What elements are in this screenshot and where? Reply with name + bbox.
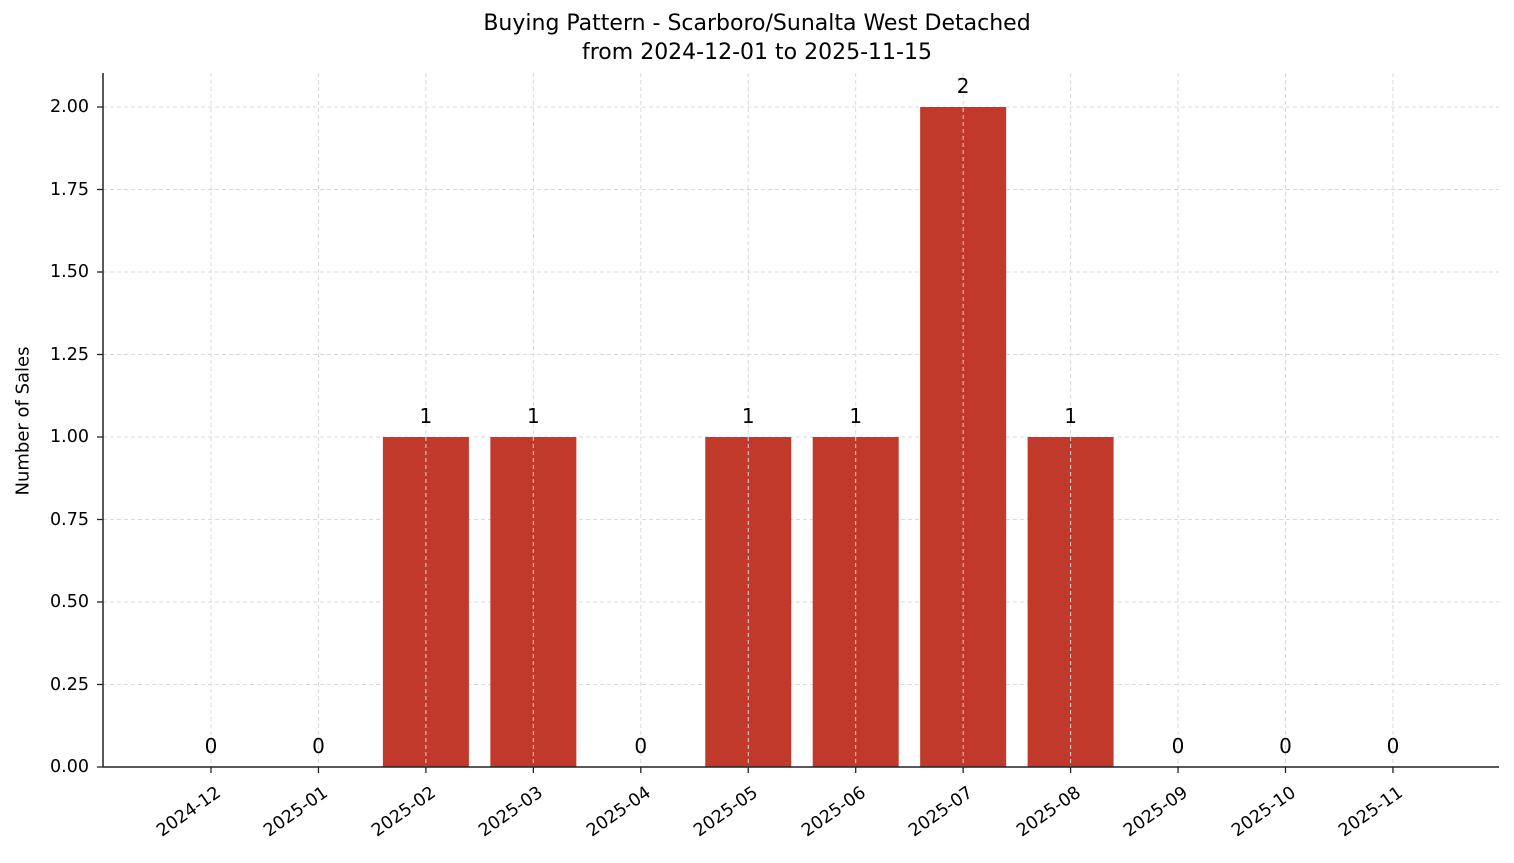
bar-value-label: 0 bbox=[1279, 734, 1292, 758]
gridlines bbox=[103, 106, 1499, 685]
y-axis-label: Number of Sales bbox=[12, 346, 34, 496]
y-tick-label: 1.00 bbox=[50, 427, 89, 447]
y-tick-label: 0.00 bbox=[50, 757, 89, 777]
bar-value-label: 1 bbox=[1064, 404, 1077, 428]
axes bbox=[97, 73, 1499, 773]
y-tick-label: 0.25 bbox=[50, 674, 89, 695]
y-tick-label: 1.25 bbox=[50, 344, 89, 365]
bars bbox=[210, 73, 1394, 767]
bar-value-label: 0 bbox=[634, 734, 648, 758]
y-tick-label: 0.50 bbox=[50, 592, 89, 612]
chart-subtitle: from 2024-12-01 to 2025-11-15 bbox=[582, 40, 932, 65]
y-tick-label: 0.75 bbox=[50, 509, 89, 530]
bar-value-label: 1 bbox=[741, 404, 755, 428]
y-tick-label: 2.00 bbox=[50, 97, 89, 117]
y-tick-label: 1.75 bbox=[50, 179, 89, 200]
bar-value-label: 0 bbox=[1386, 734, 1400, 758]
bar-value-label: 1 bbox=[419, 404, 433, 428]
bar-value-label: 2 bbox=[956, 74, 970, 98]
bar-value-label: 0 bbox=[1171, 734, 1185, 758]
bar-value-label: 0 bbox=[204, 734, 218, 758]
y-tick-label: 1.50 bbox=[50, 262, 89, 282]
bar-value-label: 1 bbox=[526, 404, 540, 428]
chart-title: Buying Pattern - Scarboro/Sunalta West D… bbox=[483, 11, 1031, 36]
bar-value-label: 1 bbox=[849, 404, 863, 428]
bar-value-label: 0 bbox=[312, 734, 325, 758]
